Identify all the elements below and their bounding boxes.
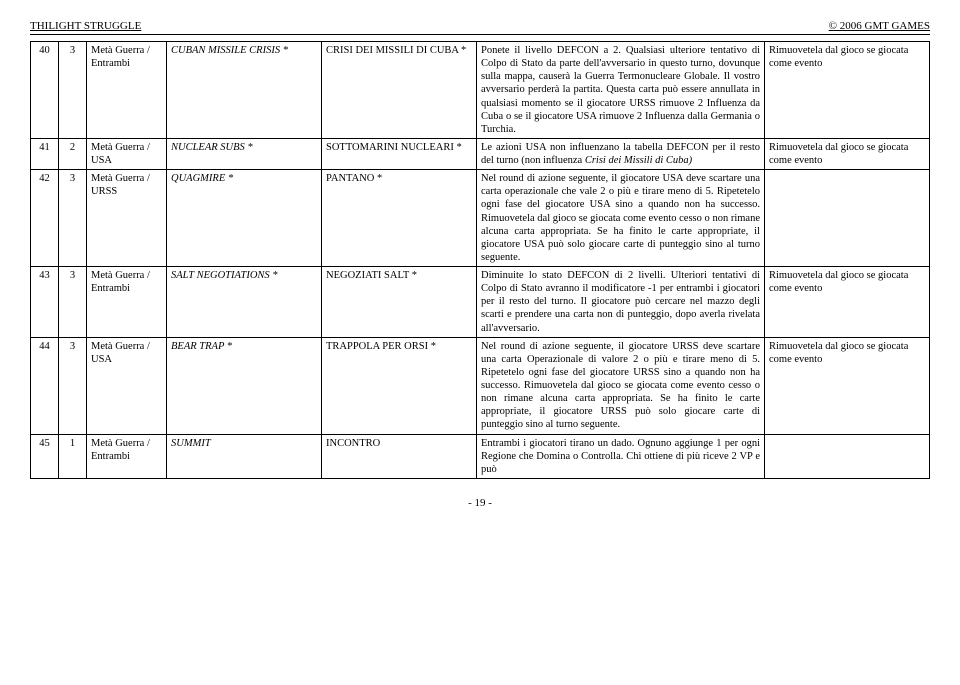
table-row: 443Metà Guerra / USABEAR TRAP *TRAPPOLA … xyxy=(31,337,930,434)
card-ops: 3 xyxy=(59,337,87,434)
card-title-en: BEAR TRAP * xyxy=(167,337,322,434)
card-title-en: CUBAN MISSILE CRISIS * xyxy=(167,42,322,139)
card-number: 45 xyxy=(31,434,59,478)
card-description: Nel round di azione seguente, il giocato… xyxy=(477,170,765,267)
table-row: 423Metà Guerra / URSSQUAGMIRE *PANTANO *… xyxy=(31,170,930,267)
card-note: Rimuovetela dal gioco se giocata come ev… xyxy=(765,337,930,434)
card-era: Metà Guerra / Entrambi xyxy=(87,434,167,478)
card-era: Metà Guerra / USA xyxy=(87,138,167,169)
card-number: 40 xyxy=(31,42,59,139)
page-header: THILIGHT STRUGGLE © 2006 GMT GAMES xyxy=(30,20,930,35)
card-title-en: SUMMIT xyxy=(167,434,322,478)
card-title-it: SOTTOMARINI NUCLEARI * xyxy=(322,138,477,169)
card-title-it: TRAPPOLA PER ORSI * xyxy=(322,337,477,434)
card-title-it: CRISI DEI MISSILI DI CUBA * xyxy=(322,42,477,139)
card-description: Le azioni USA non influenzano la tabella… xyxy=(477,138,765,169)
card-desc-italic: Crisi dei Missili di Cuba) xyxy=(585,155,692,166)
table-row: 433Metà Guerra / EntrambiSALT NEGOTIATIO… xyxy=(31,267,930,338)
card-number: 43 xyxy=(31,267,59,338)
table-row: 412Metà Guerra / USANUCLEAR SUBS *SOTTOM… xyxy=(31,138,930,169)
header-right: © 2006 GMT GAMES xyxy=(829,20,930,32)
card-ops: 1 xyxy=(59,434,87,478)
card-ops: 3 xyxy=(59,170,87,267)
page-footer: - 19 - xyxy=(30,497,930,509)
card-era: Metà Guerra / USA xyxy=(87,337,167,434)
card-number: 44 xyxy=(31,337,59,434)
card-number: 42 xyxy=(31,170,59,267)
card-note: Rimuovetela dal gioco se giocata come ev… xyxy=(765,42,930,139)
table-row: 403Metà Guerra / EntrambiCUBAN MISSILE C… xyxy=(31,42,930,139)
card-era: Metà Guerra / Entrambi xyxy=(87,267,167,338)
card-era: Metà Guerra / URSS xyxy=(87,170,167,267)
card-title-en: NUCLEAR SUBS * xyxy=(167,138,322,169)
header-left: THILIGHT STRUGGLE xyxy=(30,20,141,32)
card-number: 41 xyxy=(31,138,59,169)
card-title-it: PANTANO * xyxy=(322,170,477,267)
card-table: 403Metà Guerra / EntrambiCUBAN MISSILE C… xyxy=(30,41,930,479)
card-title-it: NEGOZIATI SALT * xyxy=(322,267,477,338)
card-title-it: INCONTRO xyxy=(322,434,477,478)
card-description: Diminuite lo stato DEFCON di 2 livelli. … xyxy=(477,267,765,338)
card-description: Nel round di azione seguente, il giocato… xyxy=(477,337,765,434)
card-era: Metà Guerra / Entrambi xyxy=(87,42,167,139)
card-title-en: SALT NEGOTIATIONS * xyxy=(167,267,322,338)
card-note xyxy=(765,170,930,267)
card-note: Rimuovetela dal gioco se giocata come ev… xyxy=(765,267,930,338)
card-title-en: QUAGMIRE * xyxy=(167,170,322,267)
card-note: Rimuovetela dal gioco se giocata come ev… xyxy=(765,138,930,169)
table-row: 451Metà Guerra / EntrambiSUMMITINCONTROE… xyxy=(31,434,930,478)
card-ops: 3 xyxy=(59,267,87,338)
card-ops: 2 xyxy=(59,138,87,169)
card-note xyxy=(765,434,930,478)
card-description: Entrambi i giocatori tirano un dado. Ogn… xyxy=(477,434,765,478)
card-ops: 3 xyxy=(59,42,87,139)
card-description: Ponete il livello DEFCON a 2. Qualsiasi … xyxy=(477,42,765,139)
